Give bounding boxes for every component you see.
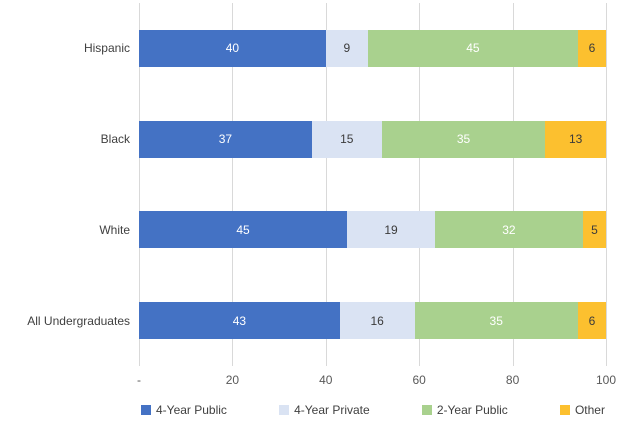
bar-segment-label: 15: [340, 132, 354, 147]
bar-segment: 43: [139, 302, 340, 340]
plot-area: 40 9 45 6 37 15 35 13 45 19 32 5 43 16 35 6: [139, 3, 607, 366]
x-tick-label: 60: [412, 373, 426, 387]
bar-segment-label: 43: [232, 313, 247, 328]
legend-marker-icon: [421, 405, 432, 415]
bar-segment: 35: [414, 302, 578, 340]
gridline: [419, 3, 421, 366]
bar-segment: 40: [139, 29, 326, 67]
bar-segment-label: 5: [591, 222, 598, 237]
x-tick-label: 40: [319, 373, 333, 387]
bar-segment-label: 13: [568, 132, 583, 147]
x-tick-label: -: [137, 373, 141, 387]
bar-segment: 32: [434, 211, 583, 249]
bar-segment: 6: [577, 29, 606, 67]
bar-segment-label: 6: [588, 41, 596, 56]
bar-row: 37 15 35 13: [139, 94, 606, 185]
category-label: White: [99, 222, 130, 237]
bar-segment-label: 40: [225, 41, 240, 56]
bar-segment-label: 9: [343, 41, 351, 56]
stacked-bar: 40 9 45 6: [139, 29, 606, 67]
bar-row: 43 16 35 6: [139, 275, 606, 366]
bar-segment: 5: [582, 211, 606, 249]
x-axis: - 20 40 60 80 100: [0, 366, 632, 387]
legend-label: 4-Year Public: [156, 403, 227, 417]
gridline: [512, 3, 514, 366]
category-label: All Undergraduates: [27, 313, 130, 328]
bar-segment-label: 19: [384, 222, 398, 237]
bar-segment: 45: [367, 29, 578, 67]
bar-segment: 13: [545, 120, 606, 158]
bar-segment-label: 45: [236, 222, 250, 237]
legend-label: 4-Year Private: [294, 403, 370, 417]
bar-row: 45 19 32 5: [139, 185, 606, 276]
bar-segment: 35: [381, 120, 546, 158]
legend-label: Other: [574, 403, 605, 417]
legend: 4-Year Public 4-Year Private 2-Year Public…: [141, 403, 605, 417]
bar-segment-label: 37: [218, 132, 233, 147]
y-axis-category-labels: Hispanic Black White All Undergraduates: [0, 3, 130, 366]
legend-item: 4-Year Public: [141, 403, 227, 417]
bar-rows: 40 9 45 6 37 15 35 13 45 19 32 5 43 16 35 6: [139, 3, 606, 366]
bar-segment-label: 16: [370, 313, 384, 328]
legend-marker-icon: [141, 405, 151, 415]
stacked-bar: 43 16 35 6: [139, 302, 606, 340]
legend-label: 2-Year Public: [436, 403, 508, 417]
x-tick-label: 80: [505, 373, 520, 387]
bar-segment-label: 32: [502, 222, 516, 237]
legend-item: 2-Year Public: [421, 403, 508, 417]
gridline: [232, 3, 234, 366]
gridline: [325, 3, 327, 366]
legend-item: 4-Year Private: [279, 403, 370, 417]
bar-segment: 45: [139, 211, 348, 249]
stacked-bar: 37 15 35 13: [139, 120, 606, 158]
bar-segment: 16: [339, 302, 415, 340]
bar-segment-label: 6: [588, 313, 596, 328]
bar-segment: 37: [139, 120, 312, 158]
bar-segment-label: 35: [456, 132, 471, 147]
legend-item: Other: [559, 403, 605, 417]
bar-segment: 6: [577, 302, 606, 340]
x-tick-label: 20: [225, 373, 240, 387]
gridline: [606, 3, 607, 366]
category-label: Hispanic: [83, 41, 130, 56]
legend-marker-icon: [559, 405, 570, 415]
bar-segment: 15: [311, 120, 382, 158]
bar-row: 40 9 45 6: [139, 3, 606, 94]
bar-segment-label: 35: [489, 313, 503, 328]
bar-segment-label: 45: [466, 41, 480, 56]
bar-segment: 19: [347, 211, 435, 249]
bar-segment: 9: [325, 29, 368, 67]
stacked-bar: 45 19 32 5: [139, 211, 606, 249]
gridline: [139, 3, 140, 366]
category-label: Black: [100, 132, 130, 147]
legend-marker-icon: [279, 405, 290, 415]
x-tick-label: 100: [595, 373, 617, 387]
